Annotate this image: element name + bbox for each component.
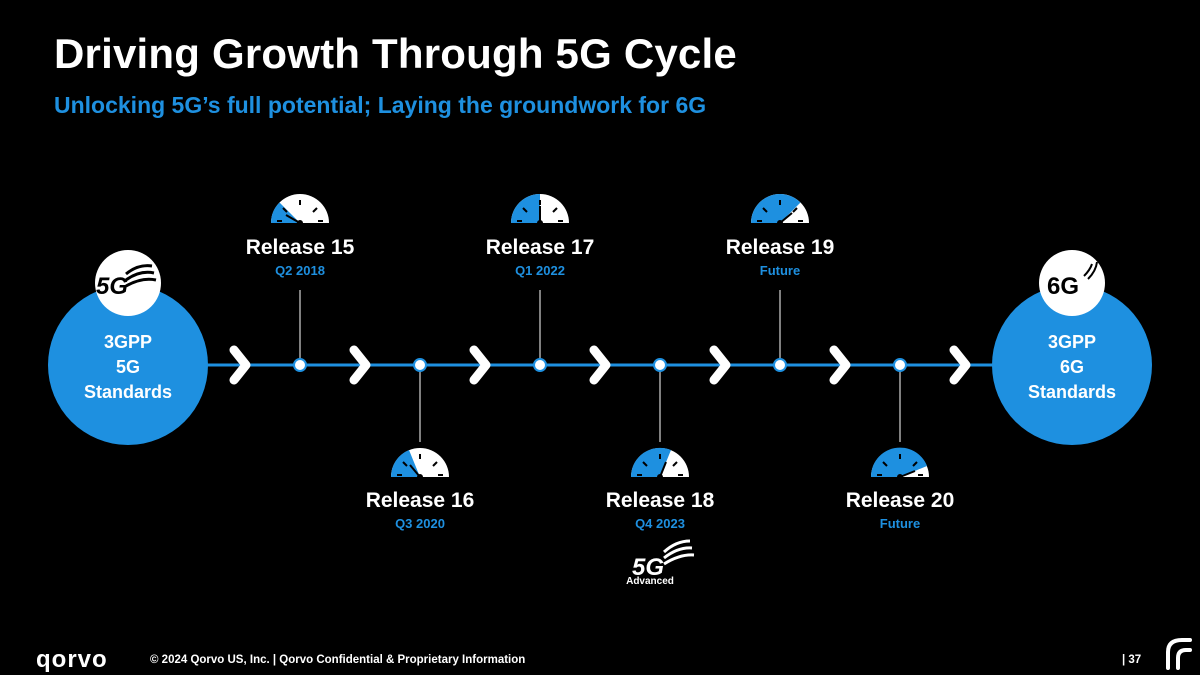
node-release-15 bbox=[293, 358, 307, 372]
chevron-right-icon bbox=[949, 345, 971, 385]
5g-advanced-logo: 5G Advanced bbox=[626, 539, 695, 587]
qorvo-logo: qorvo bbox=[36, 646, 108, 673]
start-badge-text: 5G bbox=[96, 273, 128, 300]
start-node-line-3: Standards bbox=[84, 382, 172, 402]
gauge-icon bbox=[271, 194, 329, 226]
start-node-line-1: 3GPP bbox=[104, 332, 152, 352]
signal-icon bbox=[1083, 263, 1093, 277]
node-release-16 bbox=[413, 358, 427, 372]
footer-copyright: © 2024 Qorvo US, Inc. | Qorvo Confidenti… bbox=[150, 654, 526, 666]
advanced-mark: 5G bbox=[632, 554, 664, 581]
end-node-line-1: 3GPP bbox=[1048, 332, 1096, 352]
end-node-line-2: 6G bbox=[1060, 357, 1084, 377]
chevron-right-icon bbox=[469, 345, 491, 385]
signal-icon bbox=[125, 264, 153, 276]
release-label: Release 18 bbox=[606, 489, 715, 512]
chevron-right-icon bbox=[589, 345, 611, 385]
gauge-icon bbox=[751, 194, 809, 226]
chevron-right-icon bbox=[709, 345, 731, 385]
release-date: Future bbox=[760, 263, 800, 278]
release-date: Q3 2020 bbox=[395, 516, 445, 531]
end-node-line-3: Standards bbox=[1028, 382, 1116, 402]
node-release-20 bbox=[893, 358, 907, 372]
node-release-17 bbox=[533, 358, 547, 372]
page-subtitle: Unlocking 5G’s full potential; Laying th… bbox=[54, 92, 707, 118]
end-node: 3GPP 6G Standards 6G bbox=[992, 250, 1152, 445]
end-badge-text: 6G bbox=[1047, 273, 1079, 300]
chevron-arrows bbox=[229, 345, 971, 385]
node-release-18 bbox=[653, 358, 667, 372]
node-release-19 bbox=[773, 358, 787, 372]
chevron-right-icon bbox=[229, 345, 251, 385]
start-node: 3GPP 5G Standards 5G bbox=[48, 250, 208, 445]
page-title: Driving Growth Through 5G Cycle bbox=[54, 30, 737, 77]
release-nodes bbox=[293, 358, 907, 372]
release-label: Release 17 bbox=[486, 236, 595, 259]
qorvo-mark-icon bbox=[1166, 638, 1192, 670]
release-label: Release 20 bbox=[846, 489, 955, 512]
gauge-icon bbox=[870, 447, 929, 480]
release-label: Release 15 bbox=[246, 236, 355, 259]
chevron-right-icon bbox=[829, 345, 851, 385]
gauge-icon bbox=[630, 447, 689, 480]
release-date: Q4 2023 bbox=[635, 516, 685, 531]
advanced-caption: Advanced bbox=[626, 576, 674, 587]
chevron-right-icon bbox=[349, 345, 371, 385]
release-date: Q1 2022 bbox=[515, 263, 565, 278]
release-label: Release 19 bbox=[726, 236, 835, 259]
start-node-line-2: 5G bbox=[116, 357, 140, 377]
gauge-icon bbox=[511, 194, 569, 226]
release-date: Q2 2018 bbox=[275, 263, 325, 278]
signal-icon bbox=[662, 539, 691, 554]
release-date: Future bbox=[880, 516, 920, 531]
gauge-icon bbox=[390, 448, 449, 480]
page-number: | 37 bbox=[1122, 654, 1142, 666]
release-label: Release 16 bbox=[366, 489, 475, 512]
